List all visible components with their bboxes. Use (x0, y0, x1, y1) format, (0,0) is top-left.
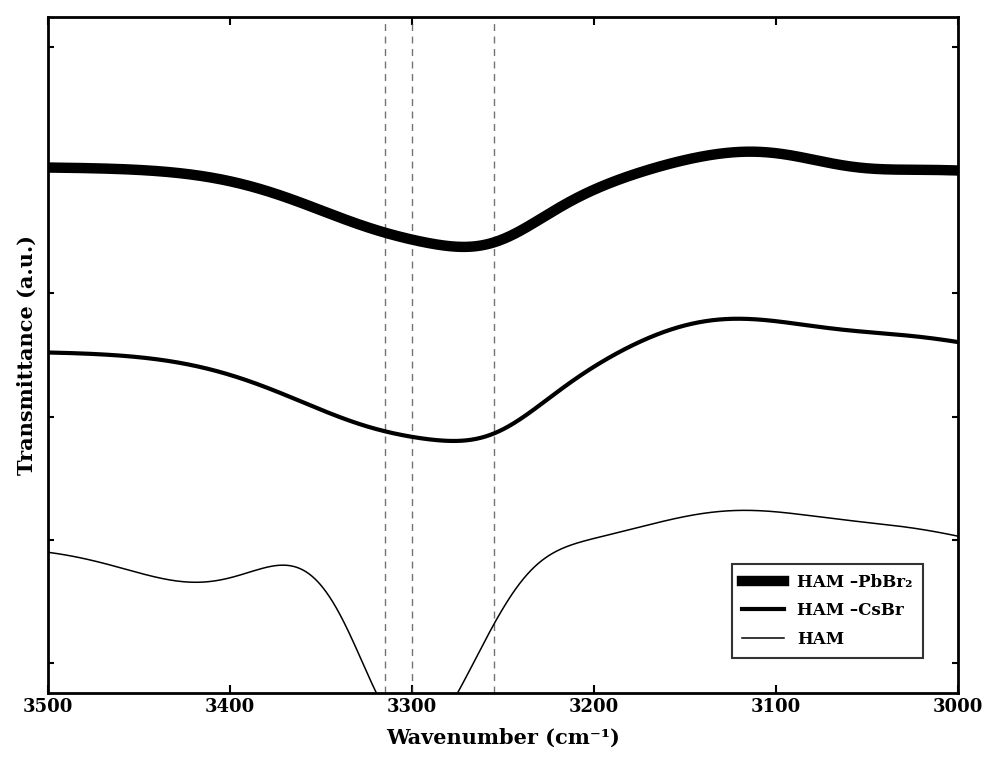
Y-axis label: Transmittance (a.u.): Transmittance (a.u.) (17, 235, 37, 475)
X-axis label: Wavenumber (cm⁻¹): Wavenumber (cm⁻¹) (386, 727, 620, 747)
Legend: HAM –PbBr₂, HAM –CsBr, HAM: HAM –PbBr₂, HAM –CsBr, HAM (732, 564, 923, 658)
Text: -NH: -NH (0, 763, 1, 764)
